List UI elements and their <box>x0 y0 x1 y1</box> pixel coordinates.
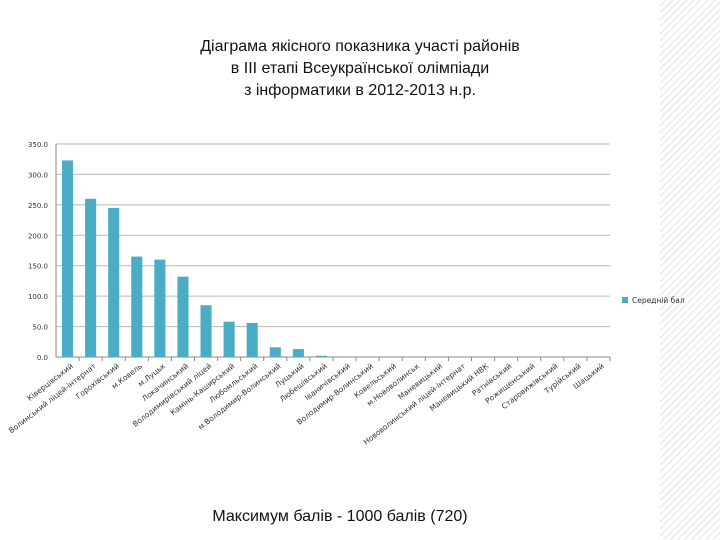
gridlines <box>55 143 611 361</box>
x-tick-label: Волинський ліцей-інтернат <box>7 361 98 435</box>
bar <box>154 259 166 357</box>
y-tick-label: 350.0 <box>28 141 48 149</box>
bar <box>223 321 235 357</box>
bar <box>269 347 281 357</box>
decorative-stripes <box>660 0 720 540</box>
y-tick-label: 100.0 <box>28 293 48 301</box>
slide-title: Діаграма якісного показника участі район… <box>150 36 570 102</box>
bar <box>85 198 97 357</box>
y-tick-label: 150.0 <box>28 263 48 271</box>
legend-swatch <box>622 297 628 303</box>
bar <box>246 322 258 357</box>
footer-note: Максимум балів - 1000 балів (720) <box>212 508 468 525</box>
legend: Середній бал <box>622 296 685 305</box>
legend-label: Середній бал <box>632 296 685 305</box>
bar <box>62 160 74 357</box>
bar <box>200 305 212 357</box>
y-tick-label: 0.0 <box>37 354 48 362</box>
title-line-2: в ІІІ етапі Всеукраїнської олімпіади <box>230 60 490 77</box>
title-line-1: Діаграма якісного показника участі район… <box>200 38 520 55</box>
y-tick-label: 50.0 <box>32 324 48 332</box>
bar <box>292 349 304 357</box>
y-tick-label: 200.0 <box>28 232 48 240</box>
bar <box>315 355 327 357</box>
bar <box>177 276 189 357</box>
y-tick-label: 250.0 <box>28 202 48 210</box>
y-tick-label: 300.0 <box>28 171 48 179</box>
bar <box>131 256 143 357</box>
bars <box>62 160 327 357</box>
bar <box>108 207 120 357</box>
title-line-3: з інформатики в 2012-2013 н.р. <box>244 82 476 99</box>
y-axis-ticks: 0.0 50.0 100.0 150.0 200.0 250.0 300.0 350.0 <box>28 141 48 362</box>
